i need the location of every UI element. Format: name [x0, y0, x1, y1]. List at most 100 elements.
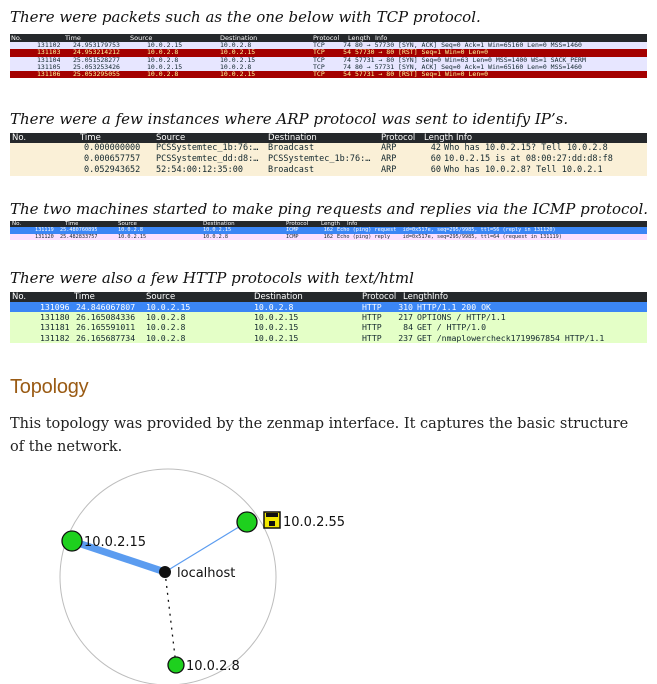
column-header-info[interactable]: Info	[456, 133, 473, 143]
cell-len: 54	[343, 71, 351, 79]
column-header-src[interactable]: Source	[118, 221, 137, 227]
node-label-10-0-2-15: 10.0.2.15	[84, 535, 146, 550]
column-header-len[interactable]: Length	[321, 221, 340, 227]
cell-src: 10.0.2.8	[146, 332, 186, 343]
table-row[interactable]: 131096 24.846067807 10.0.2.15 10.0.2.8 HTTP 3…	[10, 302, 647, 313]
cell-proto: ARP	[381, 154, 397, 164]
table-row[interactable]: 131105 25.053253426 10.0.2.15 10.0.2.8 TCP 74…	[10, 63, 647, 72]
table-row[interactable]: 131103 24.953214212 10.0.2.8 10.0.2.15 TCP 54…	[10, 49, 647, 57]
column-header-src[interactable]: Source	[130, 34, 153, 42]
cell-time: 0.000657757	[84, 154, 141, 164]
column-header-proto[interactable]: Protocol	[313, 34, 340, 42]
cell-len: 217	[398, 312, 413, 323]
cell-src: 10.0.2.8	[147, 71, 179, 79]
node-10-0-2-55[interactable]: 10.0.2.55	[236, 511, 345, 533]
column-header-info[interactable]: Info	[432, 292, 449, 302]
column-header-info[interactable]: Info	[375, 34, 388, 42]
cell-dst: Broadcast	[268, 143, 315, 153]
cell-proto: HTTP	[362, 302, 382, 312]
column-header-no[interactable]: No.	[12, 292, 27, 302]
table-row[interactable]: 131102 24.953179753 10.0.2.15 10.0.2.8 TCP 74…	[10, 42, 647, 50]
link-localhost-10-0-2-15	[70, 537, 167, 576]
cell-info: Echo (ping) reply id=0x517e, seq=295/998…	[337, 233, 562, 240]
column-header-src[interactable]: Source	[156, 133, 186, 143]
column-header-info[interactable]: Info	[347, 221, 358, 227]
node-label-10-0-2-55: 10.0.2.55	[283, 515, 345, 530]
cell-info: 57730 → 80 [RST] Seq=1 Win=0 Len=0	[355, 49, 489, 57]
table-header: No. Time Source Destination Protocol Length In…	[10, 221, 647, 227]
cell-info: Who has 10.0.2.15? Tell 10.0.2.8	[444, 143, 608, 153]
table-row[interactable]: 131182 26.165687734 10.0.2.8 10.0.2.15 HTTP 2…	[10, 332, 647, 343]
column-header-dst[interactable]: Destination	[220, 34, 258, 42]
cell-proto: ICMP	[286, 227, 299, 233]
cell-no: 131119	[35, 227, 54, 233]
cell-dst: 10.0.2.8	[220, 42, 252, 49]
cell-time: 25.482833757	[60, 233, 98, 240]
table-row[interactable]: 10.000000000PCSSystemtec_1b:76:…Broadcas…	[10, 143, 647, 154]
table-header: No. Time Source Destination Protocol Length In…	[10, 292, 647, 302]
column-header-dst[interactable]: Destination	[254, 292, 303, 302]
column-header-dst[interactable]: Destination	[268, 133, 317, 143]
table-row[interactable]: 131120 25.482833757 10.0.2.15 10.0.2.8 ICMP 1…	[10, 233, 647, 240]
cell-no: 131102	[37, 42, 61, 49]
column-header-len[interactable]: Length	[424, 133, 454, 143]
cell-info: Echo (ping) request id=0x517e, seq=295/9…	[337, 227, 556, 233]
cell-src: 10.0.2.8	[146, 322, 186, 333]
column-header-src[interactable]: Source	[146, 292, 176, 302]
cell-proto: TCP	[313, 56, 325, 64]
column-header-proto[interactable]: Protocol	[286, 221, 309, 227]
column-header-proto[interactable]: Protocol	[362, 292, 397, 302]
cell-len: 54	[343, 49, 351, 57]
cell-no: 131120	[35, 233, 54, 240]
firewall-icon	[263, 511, 281, 529]
cell-proto: TCP	[313, 49, 325, 57]
column-header-no[interactable]: No.	[11, 34, 22, 42]
arp-packet-table: No. Time Source Destination Protocol Length In…	[10, 133, 647, 176]
cell-info: 57731 → 80 [SYN] Seq=0 Win=63 Len=0 MSS=…	[355, 56, 586, 64]
table-row[interactable]: 131181 26.165591011 10.0.2.8 10.0.2.15 HTTP 8…	[10, 322, 647, 333]
column-header-time[interactable]: Time	[80, 133, 101, 143]
table-row[interactable]: 131104 25.051528277 10.0.2.8 10.0.2.15 TCP 74…	[10, 56, 647, 64]
column-header-time[interactable]: Time	[74, 292, 95, 302]
node-circle	[61, 530, 83, 552]
column-header-proto[interactable]: Protocol	[381, 133, 416, 143]
node-circle	[167, 656, 185, 674]
cell-time: 25.480760895	[60, 227, 98, 233]
topology-graph: 10.0.2.15 10.0.2.55 localhost 10.0.2.8	[59, 468, 345, 684]
cell-no: 131105	[37, 63, 61, 71]
table-row[interactable]: 131180 26.165084336 10.0.2.8 10.0.2.15 HTTP 2…	[10, 312, 647, 323]
column-header-dst[interactable]: Destination	[203, 221, 235, 227]
node-localhost[interactable]: localhost	[159, 566, 235, 581]
column-header-no[interactable]: No.	[12, 133, 27, 143]
tcp-caption: There were packets such as the one below…	[10, 8, 481, 26]
cell-src: PCSSystemtec_dd:d8:…	[156, 154, 259, 164]
column-header-len[interactable]: Length	[403, 292, 433, 302]
cell-info: HTTP/1.1 200 OK	[417, 302, 491, 312]
cell-src: 10.0.2.15	[118, 233, 147, 240]
cell-src: 10.0.2.15	[146, 302, 191, 312]
cell-time: 24.953214212	[73, 49, 120, 57]
cell-dst: 10.0.2.15	[254, 312, 299, 323]
node-label-10-0-2-8: 10.0.2.8	[186, 659, 240, 674]
cell-len: 237	[398, 332, 413, 343]
column-header-time[interactable]: Time	[65, 221, 79, 227]
table-row[interactable]: 131119 25.480760895 10.0.2.8 10.0.2.15 ICMP 1…	[10, 227, 647, 234]
table-row[interactable]: 131106 25.053295055 10.0.2.8 10.0.2.15 TCP 54…	[10, 71, 647, 79]
cell-src: 10.0.2.8	[146, 312, 186, 323]
column-header-time[interactable]: Time	[65, 34, 81, 42]
http-packet-table: No. Time Source Destination Protocol Length In…	[10, 292, 647, 343]
table-row[interactable]: 20.000657757PCSSystemtec_dd:d8:…PCSSyste…	[10, 154, 647, 165]
node-10-0-2-8[interactable]: 10.0.2.8	[167, 656, 240, 674]
column-header-no[interactable]: No.	[12, 221, 22, 227]
cell-src: 10.0.2.8	[118, 227, 143, 233]
column-header-len[interactable]: Length	[348, 34, 371, 42]
node-circle	[236, 511, 258, 533]
topology-heading: Topology	[10, 376, 89, 398]
table-row[interactable]: 40.05294365252:54:00:12:35:00BroadcastAR…	[10, 165, 647, 176]
cell-proto: ARP	[381, 165, 397, 175]
cell-info: 80 → 57731 [SYN, ACK] Seq=0 Ack=1 Win=65…	[355, 63, 582, 71]
cell-no: 131096	[40, 302, 70, 312]
node-10-0-2-15[interactable]: 10.0.2.15	[61, 530, 146, 552]
cell-no: 131106	[37, 71, 61, 79]
cell-time: 26.165591011	[76, 322, 136, 333]
